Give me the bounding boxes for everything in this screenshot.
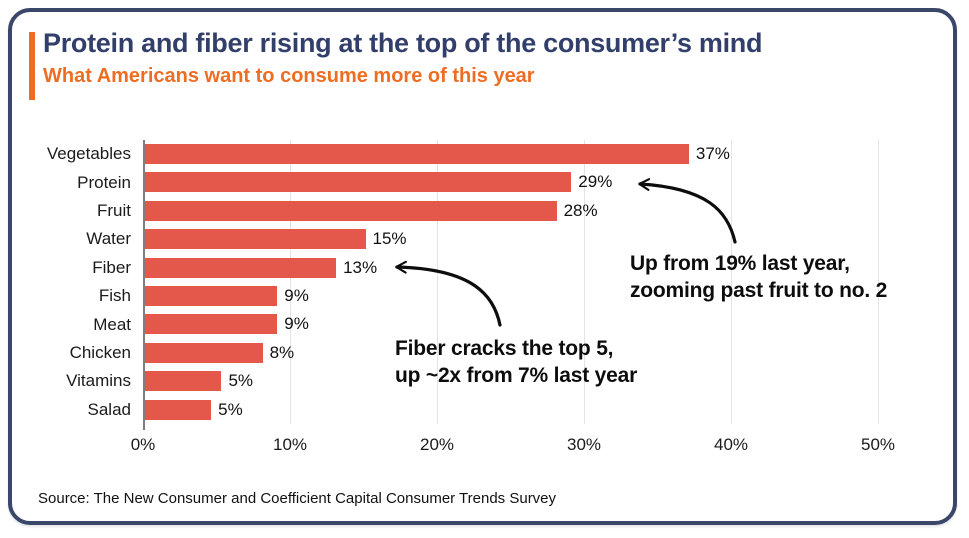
header-accent-bar xyxy=(29,32,35,100)
page-title: Protein and fiber rising at the top of t… xyxy=(43,28,763,58)
x-tick-label-20%: 20% xyxy=(419,435,455,454)
bar-value-vitamins: 5% xyxy=(228,371,254,391)
bar-row-vitamins: 5% xyxy=(143,367,878,395)
category-label-meat: Meat xyxy=(93,314,131,334)
bar-value-fruit: 28% xyxy=(563,200,598,220)
annotation-protein-line2: zooming past fruit to no. 2 xyxy=(630,279,888,302)
bar-fruit xyxy=(145,200,557,221)
category-labels: Vegetables Protein Fruit Water Fiber Fish Meat… xyxy=(12,140,131,424)
chart-card: Protein and fiber rising at the top of t… xyxy=(8,8,957,525)
annotation-fiber-line1: Fiber cracks the top 5, xyxy=(395,337,614,360)
bar-water xyxy=(145,229,366,250)
page-subtitle: What Americans want to consume more of t… xyxy=(43,65,535,87)
bar-row-protein: 29% xyxy=(143,168,878,196)
x-tick-label-0%: 0% xyxy=(130,435,156,454)
x-tick-label-50%: 50% xyxy=(860,435,896,454)
bar-row-fiber: 13% xyxy=(143,254,878,282)
x-tick-label-10%: 10% xyxy=(272,435,308,454)
category-label-fish: Fish xyxy=(98,286,131,306)
bar-chicken xyxy=(145,342,263,363)
bar-value-fiber: 13% xyxy=(343,257,378,277)
bar-row-chicken: 8% xyxy=(143,339,878,367)
gridline-40% xyxy=(731,140,732,424)
annotation-protein-line1: Up from 19% last year, xyxy=(630,252,850,275)
bar-row-vegetables: 37% xyxy=(143,140,878,168)
bar-meat xyxy=(145,314,278,335)
bar-salad xyxy=(145,399,212,420)
gridline-50% xyxy=(878,140,879,424)
gridline-10% xyxy=(290,140,291,424)
bar-row-water: 15% xyxy=(143,225,878,253)
annotation-protein: Up from 19% last year, zooming past frui… xyxy=(630,250,887,304)
bar-value-fish: 9% xyxy=(284,286,309,305)
bar-value-vegetables: 37% xyxy=(695,144,730,163)
category-label-water: Water xyxy=(86,229,131,249)
bar-fiber xyxy=(145,257,337,278)
annotation-fiber: Fiber cracks the top 5, up ~2x from 7% l… xyxy=(395,335,637,389)
bar-row-fish: 9% xyxy=(143,282,878,310)
category-label-salad: Salad xyxy=(87,399,131,419)
category-label-vegetables: Vegetables xyxy=(46,144,131,164)
category-label-fiber: Fiber xyxy=(92,257,131,277)
category-label-chicken: Chicken xyxy=(69,342,131,362)
source-text: Source: The New Consumer and Coefficient… xyxy=(38,490,557,507)
bar-protein xyxy=(145,172,572,193)
bar-row-fruit: 28% xyxy=(143,197,878,225)
bar-fish xyxy=(145,286,278,306)
bar-chart-plot-area: 0% 10% 20% 30% 40% 50% 37% 29% 28% 15% 13% 9% 9% 8% 5%… xyxy=(131,140,895,454)
x-tick-label-40%: 40% xyxy=(713,435,749,454)
bar-value-protein: 29% xyxy=(578,172,613,192)
bar-vegetables xyxy=(145,144,689,164)
bar-vitamins xyxy=(145,371,222,392)
bar-value-meat: 9% xyxy=(284,314,309,334)
bar-row-meat: 9% xyxy=(143,310,878,338)
bar-value-water: 15% xyxy=(372,229,407,249)
category-label-vitamins: Vitamins xyxy=(66,371,131,391)
category-label-fruit: Fruit xyxy=(97,200,131,220)
x-tick-label-30%: 30% xyxy=(566,435,602,454)
bar-value-salad: 5% xyxy=(218,399,243,419)
y-axis-line xyxy=(143,140,145,430)
bar-value-chicken: 8% xyxy=(269,342,295,362)
annotation-fiber-line2: up ~2x from 7% last year xyxy=(395,364,638,387)
category-label-protein: Protein xyxy=(77,172,131,192)
bar-row-salad: 5% xyxy=(143,396,878,424)
gridline-30% xyxy=(584,140,585,424)
